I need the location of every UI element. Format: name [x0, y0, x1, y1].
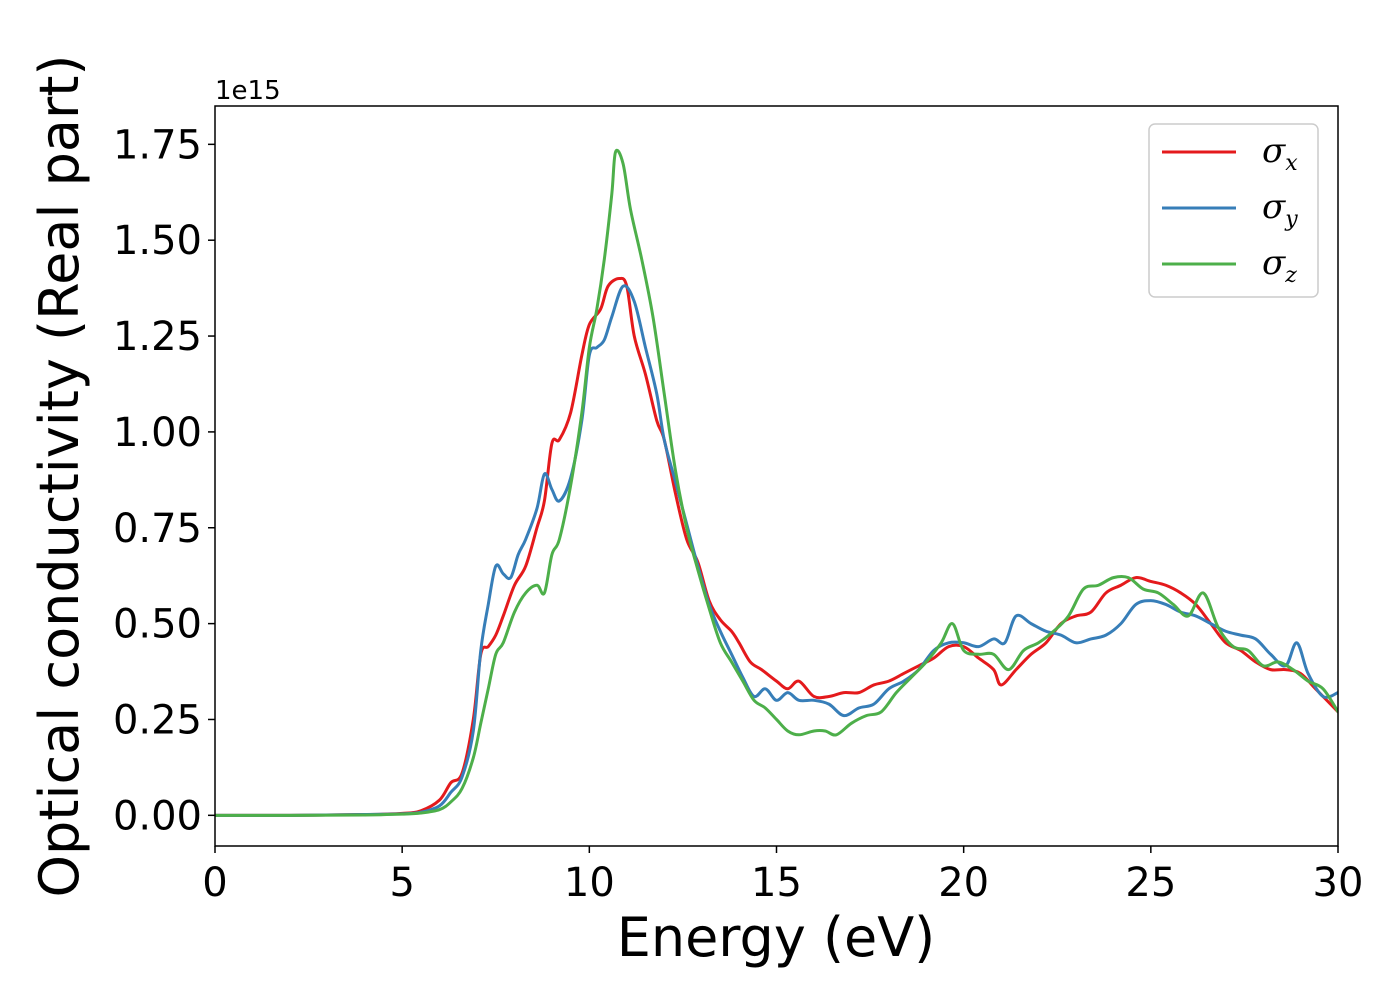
x-axis-label: Energy (eV) [617, 906, 936, 969]
y-tick-label: 1.25 [113, 314, 202, 360]
x-tick-label: 0 [202, 860, 227, 906]
y-tick-label: 1.50 [113, 218, 202, 264]
y-axis-label: Optical conductivity (Real part) [28, 55, 91, 898]
x-tick-label: 20 [938, 860, 989, 906]
y-offset-label: 1e15 [215, 76, 281, 106]
x-tick-label: 5 [389, 860, 414, 906]
legend-label-z: σz [1262, 243, 1297, 288]
legend-label-x: σx [1262, 131, 1298, 176]
y-tick-label: 0.25 [113, 697, 202, 743]
x-axis-ticks: 0 5 10 15 20 25 30 [202, 846, 1363, 906]
x-tick-label: 10 [564, 860, 615, 906]
legend-label-y: σy [1262, 187, 1298, 232]
x-tick-label: 25 [1125, 860, 1176, 906]
x-tick-label: 30 [1313, 860, 1364, 906]
legend: σx σy σz [1148, 123, 1319, 298]
y-axis-ticks: 0.00 0.25 0.50 0.75 1.00 1.25 1.50 1.75 [113, 122, 215, 839]
series-layer [215, 148, 1338, 817]
legend-box [1148, 123, 1319, 298]
series-line-x [215, 276, 1338, 817]
y-tick-label: 1.00 [113, 410, 202, 456]
x-tick-label: 15 [751, 860, 802, 906]
series-line-z [215, 148, 1338, 817]
y-tick-label: 0.50 [113, 602, 202, 648]
y-tick-label: 0.75 [113, 506, 202, 552]
y-tick-label: 0.00 [113, 793, 202, 839]
series-line-y [215, 284, 1338, 817]
y-tick-label: 1.75 [113, 122, 202, 168]
